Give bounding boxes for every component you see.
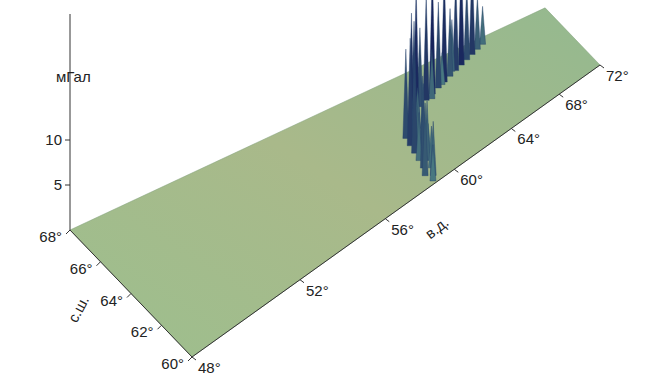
svg-text:в.д.: в.д. [422,213,452,242]
svg-text:с.ш.: с.ш. [64,293,92,326]
svg-text:10: 10 [45,131,62,148]
svg-text:60°: 60° [460,171,483,188]
svg-text:56°: 56° [391,221,414,238]
svg-text:64°: 64° [517,130,540,147]
svg-text:5: 5 [54,176,62,193]
svg-text:64°: 64° [100,292,123,309]
svg-text:72°: 72° [606,67,629,84]
svg-text:52°: 52° [306,282,329,299]
svg-text:68°: 68° [565,96,588,113]
svg-text:62°: 62° [131,323,154,340]
svg-text:мГал: мГал [56,68,91,85]
svg-text:66°: 66° [70,260,93,277]
svg-text:68°: 68° [39,228,62,245]
svg-text:60°: 60° [161,355,184,372]
svg-text:48°: 48° [198,359,221,376]
